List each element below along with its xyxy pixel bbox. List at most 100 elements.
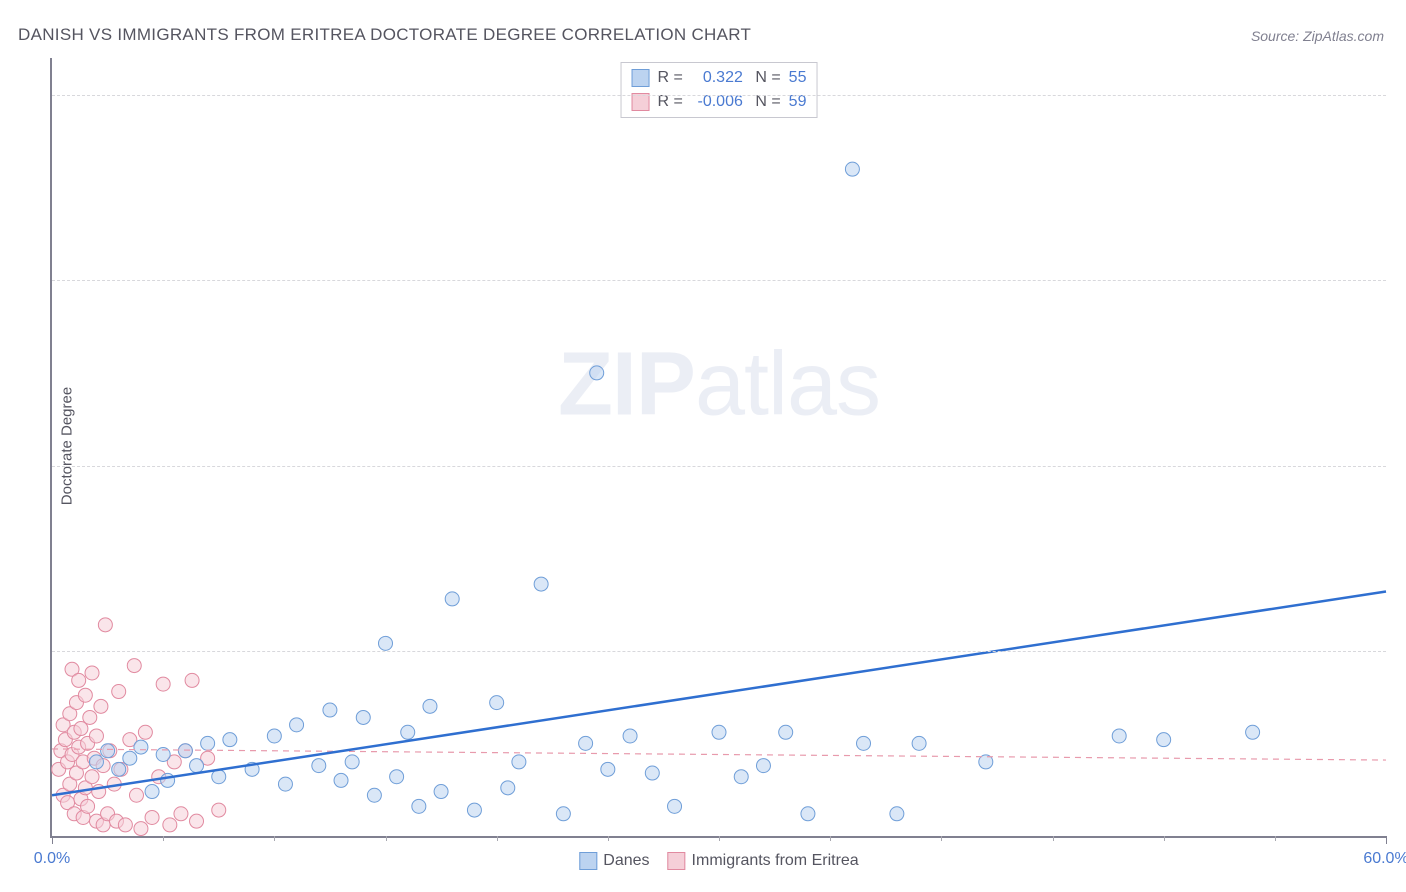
y-tick-label: 20.0% [1396,86,1406,104]
source-label: Source: ZipAtlas.com [1251,28,1384,44]
data-point [534,577,548,591]
data-point [201,736,215,750]
data-point [668,799,682,813]
gridline [52,466,1386,467]
data-point [83,710,97,724]
data-point [138,725,152,739]
data-point [434,785,448,799]
data-point [512,755,526,769]
x-tick-label: 0.0% [34,850,70,868]
data-point [101,744,115,758]
data-point [912,736,926,750]
data-point [490,696,504,710]
legend-label-eritrea: Immigrants from Eritrea [692,852,859,870]
data-point [290,718,304,732]
data-point [212,770,226,784]
data-point [89,729,103,743]
x-tick-minor [719,836,720,841]
x-tick-minor [1275,836,1276,841]
data-point [163,818,177,832]
gridline [52,651,1386,652]
data-point [190,814,204,828]
swatch-eritrea [668,852,686,870]
data-point [801,807,815,821]
data-point [190,759,204,773]
x-tick-label: 60.0% [1363,850,1406,868]
plot-area: ZIPatlas R = 0.322 N = 55 R = -0.006 N =… [50,58,1386,838]
data-point [81,799,95,813]
chart-title: DANISH VS IMMIGRANTS FROM ERITREA DOCTOR… [18,25,751,45]
data-point [423,699,437,713]
x-tick-minor [274,836,275,841]
data-point [174,807,188,821]
data-point [579,736,593,750]
x-tick-minor [830,836,831,841]
x-tick-minor [1164,836,1165,841]
y-tick-label: 10.0% [1396,457,1406,475]
trend-line [52,591,1386,795]
legend-label-danes: Danes [603,852,649,870]
data-point [112,762,126,776]
legend-item-eritrea: Immigrants from Eritrea [668,852,859,870]
x-tick [1386,836,1387,844]
data-point [72,673,86,687]
data-point [467,803,481,817]
x-tick [52,836,53,844]
data-point [390,770,404,784]
trend-line [52,749,1386,760]
data-point [412,799,426,813]
data-point [334,773,348,787]
y-tick-label: 5.0% [1396,642,1406,660]
gridline [52,280,1386,281]
data-point [356,710,370,724]
data-point [123,751,137,765]
data-point [756,759,770,773]
data-point [401,725,415,739]
data-point [601,762,615,776]
data-point [367,788,381,802]
data-point [445,592,459,606]
x-tick-minor [608,836,609,841]
data-point [127,659,141,673]
data-point [129,788,143,802]
data-point [712,725,726,739]
data-point [1246,725,1260,739]
data-point [85,666,99,680]
data-point [623,729,637,743]
data-point [145,785,159,799]
data-point [857,736,871,750]
x-tick-minor [1053,836,1054,841]
data-point [345,755,359,769]
data-point [323,703,337,717]
series-legend: Danes Immigrants from Eritrea [579,852,858,870]
data-point [223,733,237,747]
x-tick-minor [386,836,387,841]
data-point [734,770,748,784]
scatter-svg [52,58,1386,836]
swatch-danes [579,852,597,870]
data-point [590,366,604,380]
data-point [118,818,132,832]
data-point [98,618,112,632]
x-tick-minor [497,836,498,841]
data-point [501,781,515,795]
data-point [556,807,570,821]
data-point [212,803,226,817]
data-point [178,744,192,758]
data-point [156,677,170,691]
data-point [1157,733,1171,747]
data-point [779,725,793,739]
data-point [78,688,92,702]
data-point [134,740,148,754]
data-point [379,636,393,650]
data-point [134,822,148,836]
data-point [89,755,103,769]
legend-item-danes: Danes [579,852,649,870]
data-point [185,673,199,687]
data-point [278,777,292,791]
data-point [94,699,108,713]
data-point [145,810,159,824]
data-point [112,685,126,699]
gridline [52,95,1386,96]
data-point [890,807,904,821]
